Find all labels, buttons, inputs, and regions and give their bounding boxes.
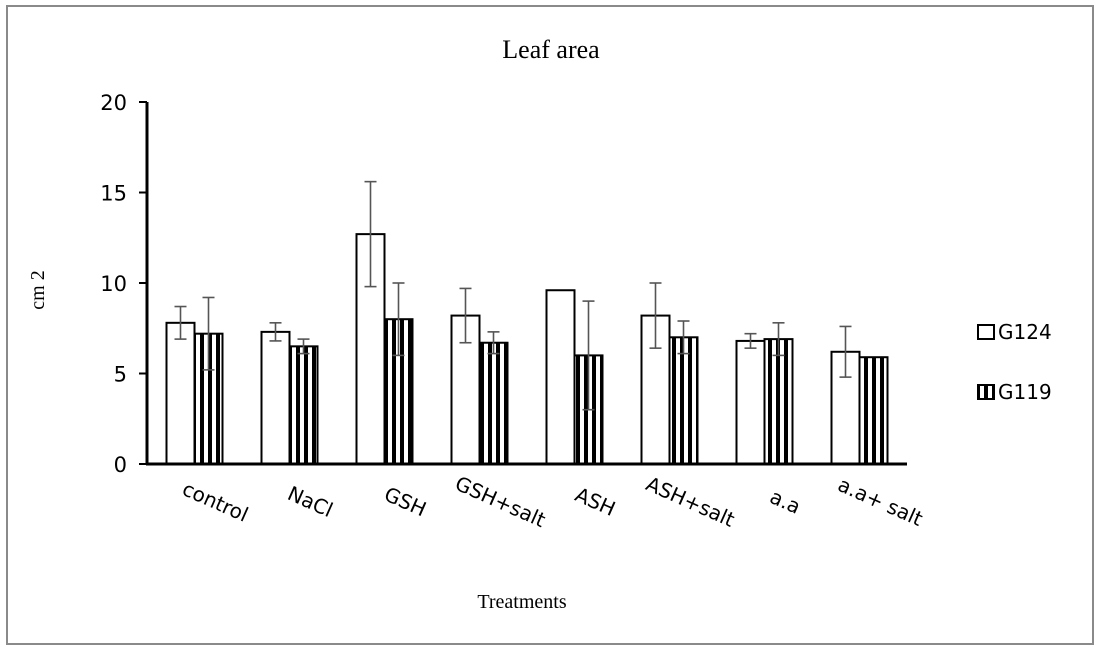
y-tick-label-15: 15 [100,182,127,206]
y-tick-label-5: 5 [114,363,127,387]
bar-g124-1 [260,330,291,465]
error-bar-g119-6 [772,322,785,357]
bar-g124-0 [165,321,196,465]
bars-layer [165,233,889,466]
legend-label-g124: G124 [998,320,1052,344]
error-bar-g119-4 [582,300,595,411]
x-tick-label-6: a.a [766,484,804,518]
error-bar-g124-6 [744,332,757,349]
x-axis-label: Treatments [477,591,566,613]
legend: G124 G119 [977,320,1052,404]
legend-swatch-g124 [977,324,995,340]
y-tick-label-0: 0 [114,453,127,477]
legend-label-g119: G119 [998,380,1052,404]
error-bar-g119-0 [202,296,215,371]
bar-g119-5 [668,336,699,465]
error-bar-g119-3 [487,331,500,355]
error-bar-g124-5 [649,282,662,349]
error-bar-g119-1 [297,338,310,355]
x-tick-label-0: control [179,477,252,527]
bar-g119-3 [478,341,509,466]
error-bar-g124-2 [364,180,377,288]
x-ticks-layer: control NaCl GSH GSH+salt ASH ASH+salt a.a a.a+… [179,471,927,532]
error-bar-g124-1 [269,322,282,342]
bar-g124-6 [735,339,766,466]
bar-g119-7 [858,356,889,465]
bar-g119-1 [288,345,319,466]
bar-g119-2 [383,318,414,466]
y-axis-label: cm 2 [27,270,49,309]
y-tick-label-10: 10 [100,272,127,296]
error-bar-g124-0 [174,305,187,340]
error-bar-g119-2 [392,282,405,357]
x-tick-label-3: GSH+salt [452,471,550,532]
error-bars-layer [174,180,852,411]
error-bar-g124-7 [839,325,852,378]
error-bar-g119-5 [677,320,690,355]
y-ticks-layer: 0 5 10 15 20 [100,91,147,477]
y-tick-label-20: 20 [100,91,127,115]
chart-title: Leaf area [502,35,600,64]
legend-swatch-g119 [977,384,995,400]
x-tick-label-4: ASH [572,482,620,521]
x-tick-label-7: a.a+ salt [834,472,926,531]
bar-g119-6 [763,338,794,465]
x-tick-label-5: ASH+salt [642,471,738,531]
x-tick-label-1: NaCl [284,481,336,522]
error-bar-g124-3 [459,287,472,344]
bar-g124-4 [545,289,576,465]
x-tick-label-2: GSH [381,482,430,522]
